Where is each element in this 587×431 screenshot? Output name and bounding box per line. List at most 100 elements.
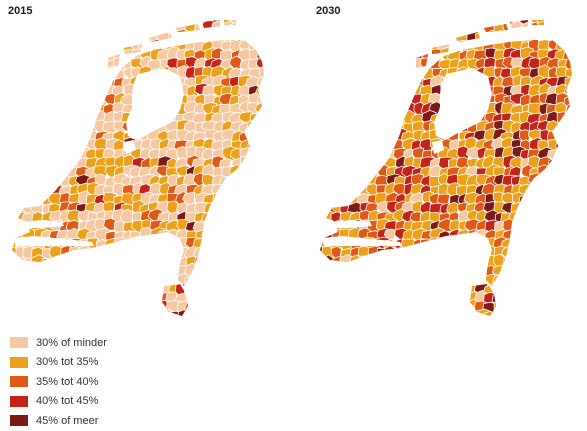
municipality-region [24, 265, 37, 283]
municipality-region [85, 20, 100, 34]
municipality-region [114, 246, 127, 261]
municipality-region [30, 83, 44, 99]
municipality-region [12, 39, 20, 52]
municipality-region [447, 300, 462, 316]
municipality-region [359, 154, 373, 169]
municipality-region [556, 146, 569, 164]
municipality-region [39, 101, 54, 117]
municipality-region [155, 31, 171, 46]
municipality-region [12, 175, 27, 192]
municipality-region [455, 20, 471, 28]
municipality-region [544, 182, 559, 198]
municipality-region [448, 246, 464, 263]
municipality-region [375, 92, 390, 106]
municipality-region [156, 246, 171, 264]
municipality-region [256, 110, 264, 125]
municipality-region [93, 40, 107, 55]
municipality-region [521, 281, 536, 299]
municipality-region [230, 274, 245, 292]
municipality-region [49, 310, 64, 316]
municipality-region [220, 220, 232, 238]
municipality-region [376, 41, 390, 57]
municipality-region [556, 31, 569, 46]
municipality-region [320, 85, 335, 100]
municipality-region [412, 301, 425, 316]
municipality-region [375, 119, 389, 135]
municipality-region [374, 136, 390, 154]
municipality-region [48, 110, 64, 129]
municipality-region [455, 236, 471, 252]
municipality-region [366, 40, 378, 55]
municipality-region [13, 29, 27, 42]
municipality-region [12, 100, 20, 116]
municipality-region [102, 20, 118, 36]
municipality-region [95, 281, 108, 300]
municipality-region [58, 111, 74, 127]
municipality-region [41, 173, 54, 186]
municipality-region [95, 257, 110, 271]
municipality-region [482, 311, 495, 316]
municipality-region [347, 174, 361, 192]
municipality-region [75, 75, 91, 92]
municipality-region [219, 209, 234, 225]
municipality-region [384, 93, 399, 108]
municipality-region [65, 93, 82, 109]
municipality-region [384, 21, 399, 37]
municipality-region [364, 76, 381, 92]
municipality-region [177, 309, 190, 316]
municipality-region [86, 75, 100, 90]
municipality-region [337, 22, 353, 36]
municipality-region [438, 230, 451, 244]
municipality-region [392, 65, 409, 82]
municipality-region [529, 228, 545, 245]
municipality-region [12, 300, 18, 316]
municipality-region [248, 146, 262, 162]
municipality-region [257, 184, 264, 202]
municipality-region [553, 264, 570, 281]
municipality-region [553, 191, 568, 206]
municipality-region [464, 265, 479, 279]
municipality-region [58, 139, 70, 156]
municipality-region [58, 274, 74, 290]
municipality-region [338, 309, 353, 316]
municipality-region [13, 121, 26, 138]
municipality-region [212, 191, 225, 206]
municipality-region [40, 257, 54, 272]
municipality-region [563, 118, 572, 134]
municipality-region [69, 255, 82, 271]
municipality-region [509, 246, 526, 263]
municipality-region [254, 148, 264, 165]
municipality-region [12, 94, 21, 108]
municipality-region [320, 119, 327, 133]
municipality-region [382, 75, 397, 88]
municipality-region [150, 226, 165, 245]
municipality-region [386, 263, 398, 280]
municipality-region [320, 64, 336, 79]
municipality-region [320, 110, 334, 124]
municipality-region [231, 247, 245, 262]
municipality-region [49, 75, 63, 90]
municipality-region [394, 281, 408, 298]
municipality-region [212, 246, 228, 260]
municipality-region [410, 23, 424, 40]
municipality-region [111, 29, 125, 46]
municipality-region [67, 273, 82, 288]
municipality-region [321, 266, 334, 281]
municipality-region [356, 281, 370, 299]
municipality-region [194, 298, 209, 316]
municipality-region [258, 129, 264, 143]
municipality-region [13, 48, 27, 63]
municipality-region [221, 20, 236, 35]
municipality-region [194, 255, 208, 269]
municipality-region [67, 140, 83, 156]
municipality-region [394, 266, 409, 280]
municipality-region [339, 301, 355, 316]
municipality-region [538, 238, 552, 255]
municipality-region [14, 275, 29, 291]
municipality-region [366, 91, 383, 106]
municipality-region [519, 290, 534, 305]
municipality-region [320, 175, 330, 190]
municipality-region [129, 308, 144, 316]
municipality-region [33, 77, 46, 93]
municipality-region [240, 192, 254, 206]
